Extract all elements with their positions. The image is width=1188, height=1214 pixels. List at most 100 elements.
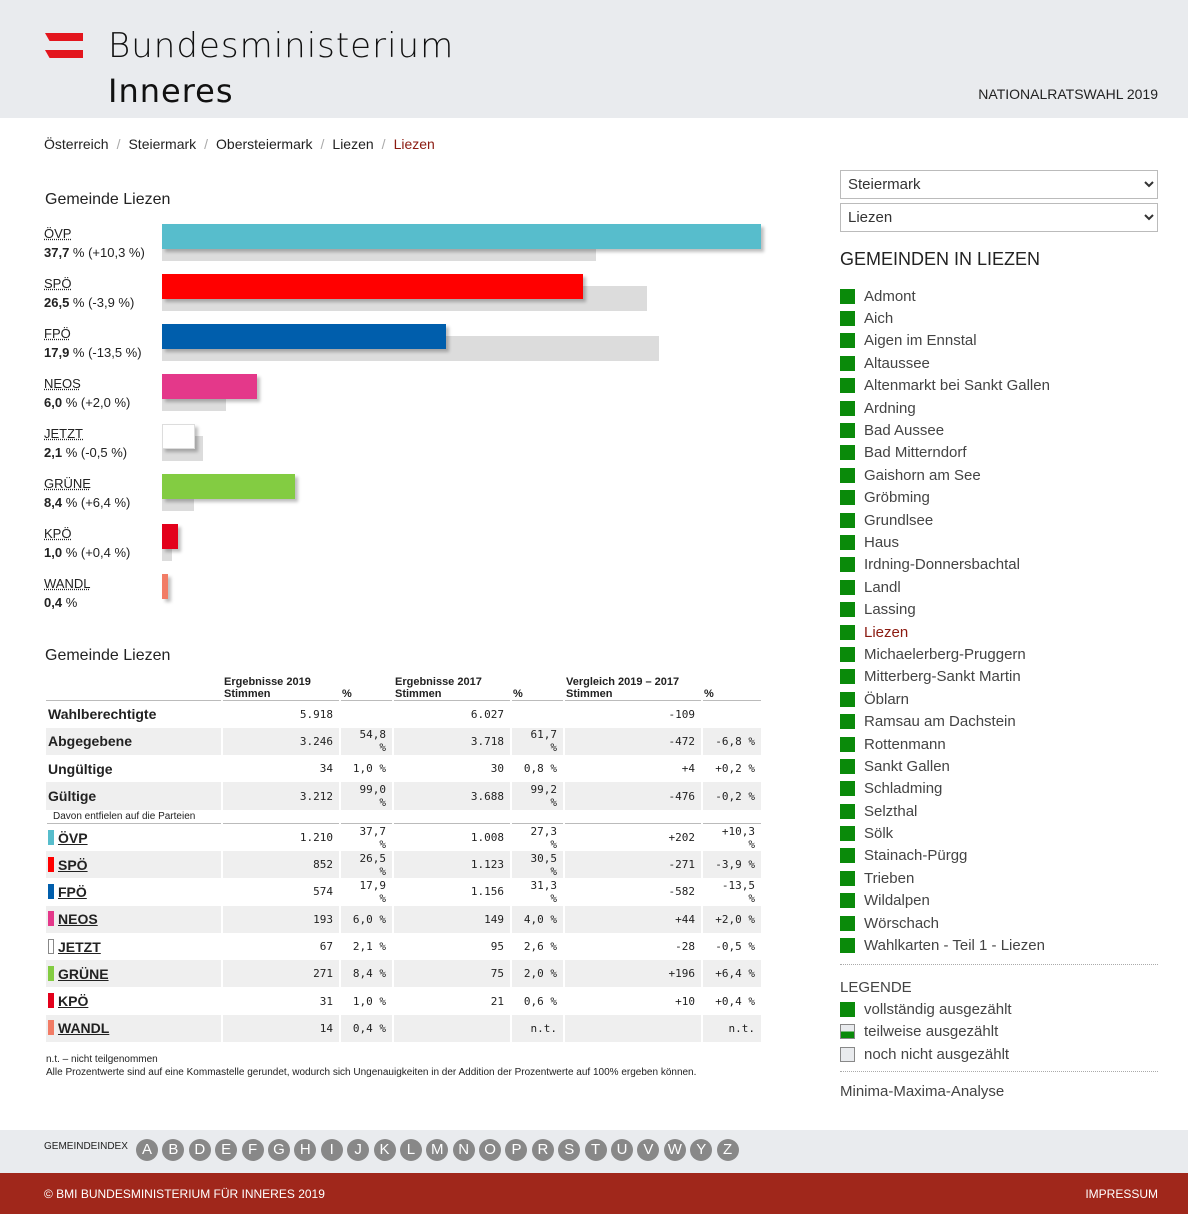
gemeinde-item[interactable]: Bad Aussee [840,419,1050,441]
index-letter-p[interactable]: P [505,1139,528,1161]
breadcrumb-separator: / [381,136,386,152]
gemeinde-item[interactable]: Ramsau am Dachstein [840,710,1050,732]
index-letter-w[interactable]: W [663,1139,686,1161]
gemeinde-item[interactable]: Haus [840,531,1050,553]
district-select[interactable]: Liezen [840,203,1158,232]
party-value: 1,0 % (+0,4 %) [44,545,131,560]
party-name[interactable]: JETZT [44,426,83,441]
gemeinde-item[interactable]: Trieben [840,867,1050,889]
gemeinde-item[interactable]: Wahlkarten - Teil 1 - Liezen [840,934,1050,956]
impressum-link[interactable]: IMPRESSUM [1085,1187,1158,1201]
gemeinde-item[interactable]: Sölk [840,822,1050,844]
party-name[interactable]: SPÖ [58,856,88,873]
gemeinde-item[interactable]: Rottenmann [840,733,1050,755]
table-row: GRÜNE 271 8,4 % 75 2,0 % +196 +6,4 % [46,960,761,988]
gemeinde-item[interactable]: Aigen im Ennstal [840,330,1050,352]
party-name[interactable]: NEOS [44,376,81,391]
row-label: FPÖ [46,878,222,905]
index-letter-r[interactable]: R [531,1139,554,1161]
breadcrumb-item[interactable]: Obersteiermark [216,136,313,152]
gemeinde-item[interactable]: Landl [840,576,1050,598]
gemeinde-item[interactable]: Wörschach [840,912,1050,934]
gemeinde-item[interactable]: Gaishorn am See [840,464,1050,486]
index-letter-i[interactable]: I [320,1139,343,1161]
index-letter-y[interactable]: Y [690,1139,713,1161]
party-label: KPÖ 1,0 % (+0,4 %) [44,524,130,562]
full-count-icon [840,781,855,797]
cell: 99,0 % [339,782,393,810]
state-select[interactable]: Steiermark [840,170,1158,199]
index-letter-v[interactable]: V [637,1139,660,1161]
gemeinde-item[interactable]: Michaelerberg-Pruggern [840,643,1050,665]
gemeinde-item[interactable]: Ardning [840,397,1050,419]
gemeinde-item[interactable]: Selzthal [840,800,1050,822]
breadcrumb-item[interactable]: Steiermark [128,136,197,152]
breadcrumb-item[interactable]: Österreich [44,136,109,152]
party-name[interactable]: GRÜNE [58,965,109,982]
party-name[interactable]: KPÖ [44,526,72,541]
gemeinde-item[interactable]: Admont [840,285,1050,307]
party-row: WANDL 0,4 % [44,572,764,622]
gemeinde-item[interactable]: Bad Mitterndorf [840,442,1050,464]
party-name[interactable]: ÖVP [44,226,72,241]
party-label: WANDL 0,4 % [44,574,90,612]
full-count-icon [840,333,855,349]
index-letter-o[interactable]: O [479,1139,502,1161]
gemeinde-item[interactable]: Altenmarkt bei Sankt Gallen [840,375,1050,397]
party-name[interactable]: JETZT [58,938,101,955]
party-name[interactable]: ÖVP [58,829,88,846]
cell: -271 [563,850,702,879]
full-count-icon [840,400,855,416]
index-letter-s[interactable]: S [558,1139,581,1161]
gemeinde-item[interactable]: Wildalpen [840,890,1050,912]
index-letter-l[interactable]: L [399,1139,422,1161]
party-name[interactable]: SPÖ [44,276,72,291]
party-name[interactable]: KPÖ [58,993,89,1010]
gemeinde-item[interactable]: Grundlsee [840,509,1050,531]
cell [392,1014,511,1043]
full-count-icon [840,691,855,707]
party-name[interactable]: WANDL [44,576,91,591]
index-letter-k[interactable]: K [373,1139,396,1161]
gemeinde-item[interactable]: Gröbming [840,487,1050,509]
full-count-icon [840,736,855,752]
index-letter-f[interactable]: F [241,1139,264,1161]
index-letter-g[interactable]: G [267,1139,290,1161]
index-letter-a[interactable]: A [136,1139,158,1161]
gemeinde-item[interactable]: Lassing [840,598,1050,620]
party-name[interactable]: FPÖ [44,326,71,341]
gemeinde-item[interactable]: Irdning-Donnersbachtal [840,554,1050,576]
index-letter-z[interactable]: Z [716,1139,739,1161]
index-letter-e[interactable]: E [215,1139,238,1161]
index-letter-m[interactable]: M [426,1139,449,1161]
party-name[interactable]: FPÖ [58,883,87,900]
gemeinde-item[interactable]: Aich [840,307,1050,329]
cell: -109 [563,700,702,728]
gemeinde-item[interactable]: Sankt Gallen [840,755,1050,777]
index-letter-b[interactable]: B [162,1139,185,1161]
gemeinde-item[interactable]: Mitterberg-Sankt Martin [840,666,1050,688]
full-count-icon [840,714,855,730]
party-name[interactable]: WANDL [58,1020,110,1037]
index-letter-d[interactable]: D [188,1139,211,1161]
party-label: FPÖ 17,9 % (-13,5 %) [44,324,142,362]
breadcrumb-item[interactable]: Liezen [332,136,374,152]
party-color-swatch [48,911,54,927]
cell: 2,0 % [510,960,564,988]
index-letter-t[interactable]: T [584,1139,607,1161]
index-letter-j[interactable]: J [347,1139,370,1161]
index-letter-h[interactable]: H [294,1139,317,1161]
gemeinde-item[interactable]: Stainach-Pürgg [840,845,1050,867]
index-letter-n[interactable]: N [452,1139,475,1161]
cell: 6.027 [392,700,511,728]
index-letter-u[interactable]: U [611,1139,634,1161]
gemeinde-item[interactable]: Öblarn [840,688,1050,710]
party-value: 8,4 % (+6,4 %) [44,495,131,510]
breadcrumb-item: Liezen [393,136,435,152]
gemeinde-item[interactable]: Altaussee [840,352,1050,374]
party-name[interactable]: GRÜNE [44,476,91,491]
party-name[interactable]: NEOS [58,911,98,928]
gemeinde-item[interactable]: Schladming [840,778,1050,800]
minima-maxima-link[interactable]: Minima-Maxima-Analyse [840,1083,1005,1100]
gemeinde-item[interactable]: Liezen [840,621,1050,643]
